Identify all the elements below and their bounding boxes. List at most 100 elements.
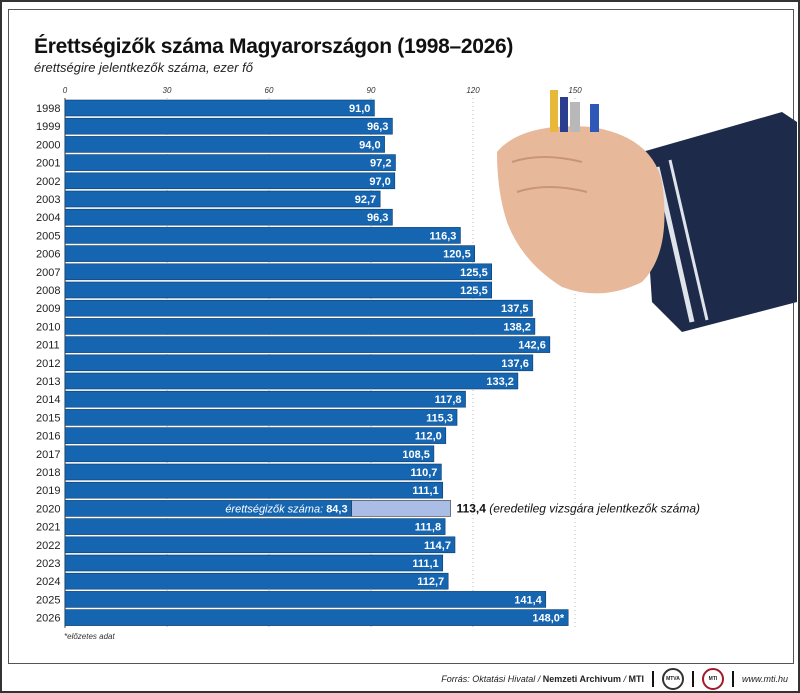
value-label: 97,0 <box>369 176 390 188</box>
bar-2020-original <box>351 500 451 517</box>
bar <box>64 445 435 463</box>
source-text: Forrás: Oktatási Hivatal / Nemzeti Archi… <box>441 674 644 684</box>
value-label: 141,4 <box>514 594 542 606</box>
divider <box>651 671 654 687</box>
year-label: 2009 <box>36 303 60 315</box>
year-label: 2003 <box>36 194 60 206</box>
chart-subtitle: érettségire jelentkezők száma, ezer fő <box>34 60 253 75</box>
x-tick-label: 120 <box>466 86 480 95</box>
bar <box>64 572 449 590</box>
value-label: 125,5 <box>460 267 488 279</box>
year-label: 2006 <box>36 249 60 261</box>
year-label: 2019 <box>36 485 60 497</box>
year-label: 2025 <box>36 594 60 606</box>
value-label: 111,8 <box>415 522 441 534</box>
value-label: 133,2 <box>486 376 514 388</box>
bar <box>64 190 381 208</box>
year-label: 2001 <box>36 158 60 170</box>
value-label: 138,2 <box>503 321 531 333</box>
year-label: 2016 <box>36 431 60 443</box>
bar <box>64 372 519 390</box>
bar <box>64 390 466 408</box>
mti-logo: MTI <box>701 668 724 690</box>
bar <box>64 227 461 244</box>
value-label: 137,5 <box>501 303 529 315</box>
year-label: 2005 <box>36 230 60 242</box>
x-tick-label: 150 <box>568 86 582 95</box>
value-label: 116,3 <box>429 230 456 242</box>
mtva-logo: MTVA <box>661 668 684 690</box>
value-label: 142,6 <box>518 340 546 352</box>
x-tick-label: 60 <box>265 86 274 95</box>
bar <box>64 536 456 554</box>
year-label: 2007 <box>36 267 60 279</box>
divider <box>691 671 694 687</box>
value-label: 125,5 <box>460 285 488 297</box>
bar <box>64 354 534 372</box>
bar <box>64 336 551 353</box>
value-label: 91,0 <box>349 103 370 115</box>
year-label: 2012 <box>36 358 60 370</box>
year-label: 2011 <box>36 340 60 352</box>
value-label: 108,5 <box>402 449 430 461</box>
bar <box>64 554 444 572</box>
value-label: 112,0 <box>415 431 442 443</box>
chart-frame <box>8 9 794 664</box>
year-label: 2002 <box>36 176 60 188</box>
value-label: 92,7 <box>355 194 376 206</box>
year-label: 2018 <box>36 467 60 479</box>
bar <box>64 154 396 171</box>
year-label: 2017 <box>36 449 60 461</box>
value-label: 94,0 <box>359 139 380 151</box>
footer: Forrás: Oktatási Hivatal / Nemzeti Archi… <box>441 666 788 691</box>
original-value-label: 113,4 (eredetileg vizsgára jelentkezők s… <box>457 501 700 515</box>
bar <box>64 481 444 499</box>
bar <box>64 245 476 262</box>
bar <box>64 463 442 481</box>
bar <box>64 99 375 117</box>
value-label: 148,0* <box>532 613 565 625</box>
value-label: 96,3 <box>367 212 388 224</box>
bar <box>64 318 536 335</box>
bar <box>64 263 493 281</box>
bar <box>64 299 533 317</box>
x-tick-label: 0 <box>63 86 68 95</box>
bar <box>64 591 547 608</box>
year-label: 2000 <box>36 139 60 151</box>
value-label: 111,1 <box>412 485 438 497</box>
value-label: 96,3 <box>367 121 388 133</box>
value-label: 111,1 <box>412 558 438 570</box>
footnote: *előzetes adat <box>64 632 115 641</box>
bar <box>64 281 493 299</box>
year-label: 2004 <box>36 212 60 224</box>
year-label: 2010 <box>36 321 60 333</box>
year-label: 2021 <box>36 522 60 534</box>
value-label: 117,8 <box>435 394 462 406</box>
bar <box>64 136 385 153</box>
website-link[interactable]: www.mti.hu <box>741 674 788 684</box>
value-label: 97,2 <box>370 158 391 170</box>
divider <box>731 671 734 687</box>
bar <box>64 609 569 626</box>
year-label: 2022 <box>36 540 60 552</box>
value-label: 110,7 <box>410 467 437 479</box>
value-label: 112,7 <box>417 576 444 588</box>
value-label: érettségizők száma: 84,3 <box>225 503 347 515</box>
bar <box>64 172 396 190</box>
photo-fist-with-pens <box>497 90 797 332</box>
bar <box>64 117 393 135</box>
value-label: 137,6 <box>501 358 529 370</box>
x-tick-label: 90 <box>367 86 376 95</box>
year-label: 1999 <box>36 121 60 133</box>
year-label: 2008 <box>36 285 60 297</box>
year-label: 2026 <box>36 613 60 625</box>
year-label: 2023 <box>36 558 60 570</box>
bar <box>64 208 393 226</box>
year-label: 2013 <box>36 376 60 388</box>
bar <box>64 518 446 535</box>
x-tick-label: 30 <box>163 86 172 95</box>
value-label: 114,7 <box>424 540 451 552</box>
year-label: 2024 <box>36 576 60 588</box>
